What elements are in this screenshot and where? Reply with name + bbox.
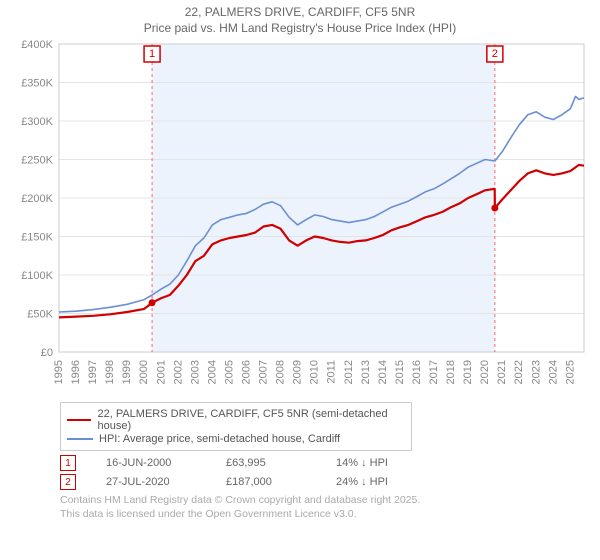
chart-svg: £0 £50K £100K £150K £200K £250K £300K £350K £400… (6, 38, 592, 398)
chart-titles: 22, PALMERS DRIVE, CARDIFF, CF5 5NR Pric… (6, 4, 594, 36)
svg-text:2011: 2011 (326, 360, 338, 384)
svg-text:2019: 2019 (462, 360, 474, 384)
svg-text:£250K: £250K (21, 155, 53, 167)
svg-text:2015: 2015 (394, 360, 406, 384)
legend-label-price: 22, PALMERS DRIVE, CARDIFF, CF5 5NR (sem… (97, 408, 405, 432)
svg-text:£100K: £100K (21, 270, 53, 282)
legend-label-hpi: HPI: Average price, semi-detached house,… (99, 433, 340, 445)
svg-text:2013: 2013 (360, 360, 372, 384)
legend-row-hpi: HPI: Average price, semi-detached house,… (67, 433, 405, 445)
svg-text:2020: 2020 (479, 360, 491, 384)
legend-swatch-hpi (67, 438, 93, 440)
fineprint: Contains HM Land Registry data © Crown c… (60, 494, 594, 521)
svg-text:£200K: £200K (21, 193, 53, 205)
svg-text:1: 1 (149, 48, 155, 60)
svg-text:2024: 2024 (547, 360, 559, 384)
svg-text:2001: 2001 (155, 360, 167, 384)
svg-text:2021: 2021 (496, 360, 508, 384)
svg-text:2000: 2000 (138, 360, 150, 384)
sale-row: 2 27-JUL-2020 £187,000 24% ↓ HPI (60, 474, 594, 490)
svg-text:1999: 1999 (121, 360, 133, 384)
sale-date: 27-JUL-2020 (106, 476, 196, 488)
svg-text:1997: 1997 (87, 360, 99, 384)
svg-text:2022: 2022 (513, 360, 525, 384)
svg-text:£300K: £300K (21, 116, 53, 128)
svg-text:1998: 1998 (104, 360, 116, 384)
svg-text:£0: £0 (41, 347, 53, 359)
legend-row-price: 22, PALMERS DRIVE, CARDIFF, CF5 5NR (sem… (67, 408, 405, 432)
svg-text:2002: 2002 (172, 360, 184, 384)
svg-text:2009: 2009 (292, 360, 304, 384)
sale-marker-1: 1 (60, 455, 76, 471)
svg-text:2014: 2014 (377, 360, 389, 384)
svg-text:2017: 2017 (428, 360, 440, 384)
svg-text:2004: 2004 (206, 360, 218, 384)
sale-marker-2: 2 (60, 474, 76, 490)
svg-text:2006: 2006 (241, 360, 253, 384)
svg-text:£50K: £50K (27, 309, 53, 321)
svg-text:2025: 2025 (564, 360, 576, 384)
svg-text:£400K: £400K (21, 39, 53, 51)
svg-text:£150K: £150K (21, 232, 53, 244)
svg-text:2008: 2008 (275, 360, 287, 384)
svg-text:2005: 2005 (223, 360, 235, 384)
sale-date: 16-JUN-2000 (106, 457, 196, 469)
svg-text:2018: 2018 (445, 360, 457, 384)
sale-delta: 14% ↓ HPI (336, 457, 388, 469)
sale-price: £187,000 (226, 476, 306, 488)
svg-text:2023: 2023 (530, 360, 542, 384)
svg-text:£350K: £350K (21, 78, 53, 90)
svg-text:2012: 2012 (343, 360, 355, 384)
sale-price: £63,995 (226, 457, 306, 469)
legend: 22, PALMERS DRIVE, CARDIFF, CF5 5NR (sem… (60, 402, 412, 451)
title-address: 22, PALMERS DRIVE, CARDIFF, CF5 5NR (6, 4, 594, 20)
svg-text:2010: 2010 (309, 360, 321, 384)
svg-text:2: 2 (492, 48, 498, 60)
fineprint-line1: Contains HM Land Registry data © Crown c… (60, 494, 594, 508)
svg-text:2007: 2007 (258, 360, 270, 384)
svg-text:2003: 2003 (189, 360, 201, 384)
fineprint-line2: This data is licensed under the Open Gov… (60, 508, 594, 522)
svg-text:1996: 1996 (70, 360, 82, 384)
sales-table: 1 16-JUN-2000 £63,995 14% ↓ HPI 2 27-JUL… (60, 455, 594, 490)
title-subtitle: Price paid vs. HM Land Registry's House … (6, 20, 594, 36)
chart: £0 £50K £100K £150K £200K £250K £300K £350K £400… (6, 38, 592, 398)
sale-row: 1 16-JUN-2000 £63,995 14% ↓ HPI (60, 455, 594, 471)
svg-text:1995: 1995 (53, 360, 65, 384)
svg-text:2016: 2016 (411, 360, 423, 384)
legend-swatch-price (67, 419, 91, 421)
sale-delta: 24% ↓ HPI (336, 476, 388, 488)
